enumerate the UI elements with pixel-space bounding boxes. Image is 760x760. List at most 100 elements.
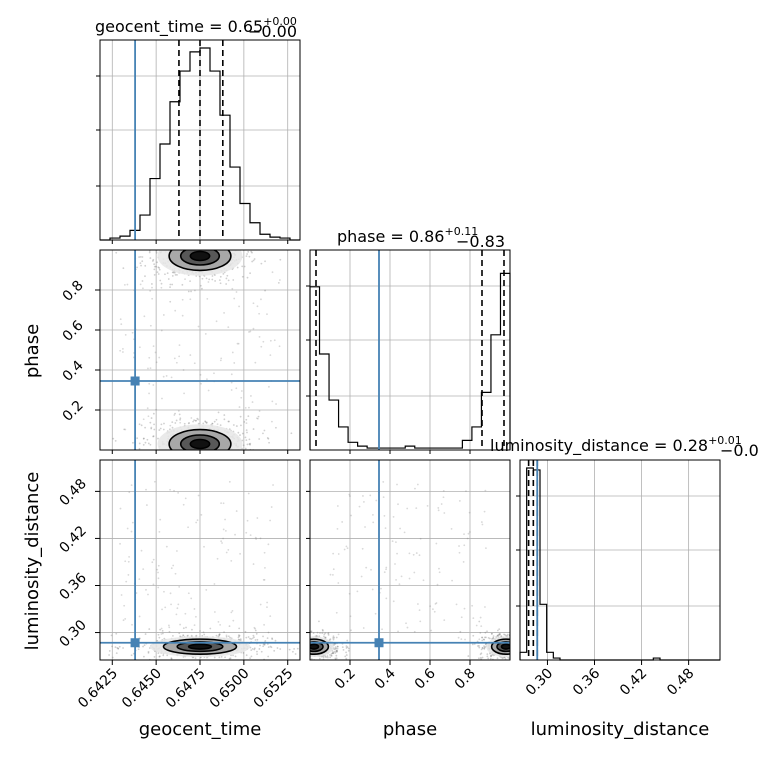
density-phase-luminosity_distance-sparse-point xyxy=(335,611,338,614)
density-phase-luminosity_distance-sparse-point xyxy=(358,505,361,508)
density-geocent_time-luminosity_distance-point xyxy=(232,654,234,657)
density-phase-luminosity_distance-point xyxy=(303,641,305,643)
density-phase-luminosity_distance-point xyxy=(301,635,303,637)
density-phase-luminosity_distance-point xyxy=(518,648,520,650)
density-phase-luminosity_distance-point xyxy=(484,631,487,634)
density-geocent_time-luminosity_distance-sparse-point xyxy=(251,637,254,640)
density-phase-luminosity_distance-point xyxy=(511,655,513,657)
density-phase-luminosity_distance-point xyxy=(344,655,347,658)
density-phase-luminosity_distance-point xyxy=(483,647,486,650)
density-phase-luminosity_distance-point xyxy=(332,652,334,655)
density-geocent_time-phase-point xyxy=(174,273,177,276)
density-geocent_time-luminosity_distance-point xyxy=(223,631,225,633)
density-geocent_time-phase-point xyxy=(158,465,160,467)
density-geocent_time-luminosity_distance-sparse-point xyxy=(178,586,181,588)
density-geocent_time-luminosity_distance-sparse-point xyxy=(128,556,130,558)
density-phase-luminosity_distance-point xyxy=(293,638,295,640)
density-geocent_time-phase-point xyxy=(219,424,222,427)
density-phase-luminosity_distance-sparse-point xyxy=(397,630,399,633)
density-phase-luminosity_distance-point xyxy=(491,654,494,656)
density-phase-luminosity_distance-point xyxy=(294,650,296,652)
density-geocent_time-luminosity_distance-sparse-point xyxy=(197,494,200,497)
density-phase-luminosity_distance-point xyxy=(523,642,525,644)
density-geocent_time-phase-point xyxy=(213,456,215,458)
density-phase-luminosity_distance-point xyxy=(334,652,337,654)
density-phase-luminosity_distance-point xyxy=(305,656,307,658)
density-geocent_time-phase-point xyxy=(186,486,188,488)
density-phase-luminosity_distance-point xyxy=(509,664,511,666)
density-phase-luminosity_distance-sparse-point xyxy=(406,626,409,629)
density-geocent_time-phase-point xyxy=(237,462,239,464)
density-phase-luminosity_distance-point xyxy=(498,628,501,631)
density-geocent_time-luminosity_distance-sparse-point xyxy=(157,586,160,589)
ytick-label-phase-3: 0.8 xyxy=(60,278,87,305)
density-geocent_time-phase-point xyxy=(224,468,226,470)
density-phase-luminosity_distance-point xyxy=(478,620,481,623)
density-geocent_time-phase-point xyxy=(205,422,208,424)
density-geocent_time-luminosity_distance-point xyxy=(218,633,221,636)
density-phase-luminosity_distance-point xyxy=(543,649,545,651)
density-geocent_time-luminosity_distance-point xyxy=(271,638,274,641)
density-geocent_time-phase-point xyxy=(185,230,187,232)
density-geocent_time-phase-sparse-point xyxy=(149,367,152,370)
density-phase-luminosity_distance-point xyxy=(334,648,337,650)
title-luminosity-distance: luminosity_distance = 0.28+0.01 xyxy=(490,434,742,456)
density-geocent_time-phase-point xyxy=(245,429,248,432)
density-phase-luminosity_distance-point xyxy=(321,632,324,635)
density-geocent_time-phase-point xyxy=(239,415,242,418)
density-geocent_time-phase-sparse-point xyxy=(269,339,272,342)
density-phase-luminosity_distance-point xyxy=(324,636,327,639)
density-phase-luminosity_distance-point xyxy=(511,647,513,649)
density-geocent_time-luminosity_distance-point xyxy=(111,656,114,659)
density-geocent_time-phase-point xyxy=(204,246,206,248)
density-phase-luminosity_distance-point xyxy=(511,647,513,649)
density-geocent_time-phase-point xyxy=(160,282,163,285)
density-geocent_time-phase-point xyxy=(252,259,255,262)
density-phase-luminosity_distance-point xyxy=(514,641,516,643)
density-phase-luminosity_distance-sparse-point xyxy=(343,548,346,551)
density-phase-luminosity_distance-point xyxy=(524,645,526,647)
density-phase-luminosity_distance-point xyxy=(307,636,309,638)
density-geocent_time-phase-sparse-point xyxy=(238,406,241,408)
density-geocent_time-phase-point xyxy=(217,473,219,475)
density-phase-luminosity_distance-point xyxy=(516,654,518,656)
density-phase-luminosity_distance-point xyxy=(510,659,512,661)
density-geocent_time-phase-point xyxy=(193,466,195,468)
density-phase-luminosity_distance-sparse-point xyxy=(374,612,377,615)
density-geocent_time-phase-point xyxy=(152,412,155,415)
density-phase-luminosity_distance-point xyxy=(514,657,516,659)
density-geocent_time-luminosity_distance-sparse-point xyxy=(190,597,193,600)
density-geocent_time-phase-point xyxy=(251,251,253,254)
density-geocent_time-luminosity_distance-point xyxy=(186,635,189,637)
density-phase-luminosity_distance-point xyxy=(513,661,515,663)
density-geocent_time-phase-point xyxy=(217,248,219,250)
density-phase-luminosity_distance-point xyxy=(511,647,513,649)
density-geocent_time-phase-sparse-point xyxy=(252,302,255,305)
xtick-label-luminosity_distance-2: 0.42 xyxy=(617,666,650,699)
density-geocent_time-phase-point xyxy=(227,462,229,464)
density-phase-luminosity_distance-point xyxy=(516,651,518,653)
density-phase-luminosity_distance-point xyxy=(487,657,490,660)
density-geocent_time-phase-point xyxy=(246,276,249,279)
density-phase-luminosity_distance-point xyxy=(514,655,516,657)
density-geocent_time-luminosity_distance-sparse-point xyxy=(259,603,262,606)
density-geocent_time-phase-point xyxy=(230,462,232,464)
density-geocent_time-phase-point xyxy=(207,451,209,453)
density-geocent_time-luminosity_distance-sparse-point xyxy=(124,618,127,620)
density-geocent_time-phase-point xyxy=(173,236,175,238)
density-phase-luminosity_distance-point xyxy=(481,636,483,639)
density-geocent_time-phase-point xyxy=(186,244,188,246)
density-geocent_time-phase-point xyxy=(242,453,244,455)
density-phase-luminosity_distance-point xyxy=(512,640,514,642)
density-phase-luminosity_distance-point xyxy=(512,655,514,657)
density-geocent_time-phase-point xyxy=(218,243,220,245)
hist-line-phase xyxy=(309,272,511,450)
density-phase-luminosity_distance-point xyxy=(519,661,521,663)
density-phase-luminosity_distance-sparse-point xyxy=(442,496,445,499)
density-geocent_time-luminosity_distance-point xyxy=(115,652,118,655)
density-geocent_time-phase-point xyxy=(227,245,229,247)
density-geocent_time-phase-point xyxy=(230,246,232,248)
density-phase-luminosity_distance-point xyxy=(297,633,299,635)
density-geocent_time-phase-sparse-point xyxy=(139,283,142,286)
density-geocent_time-phase-point xyxy=(277,281,280,284)
